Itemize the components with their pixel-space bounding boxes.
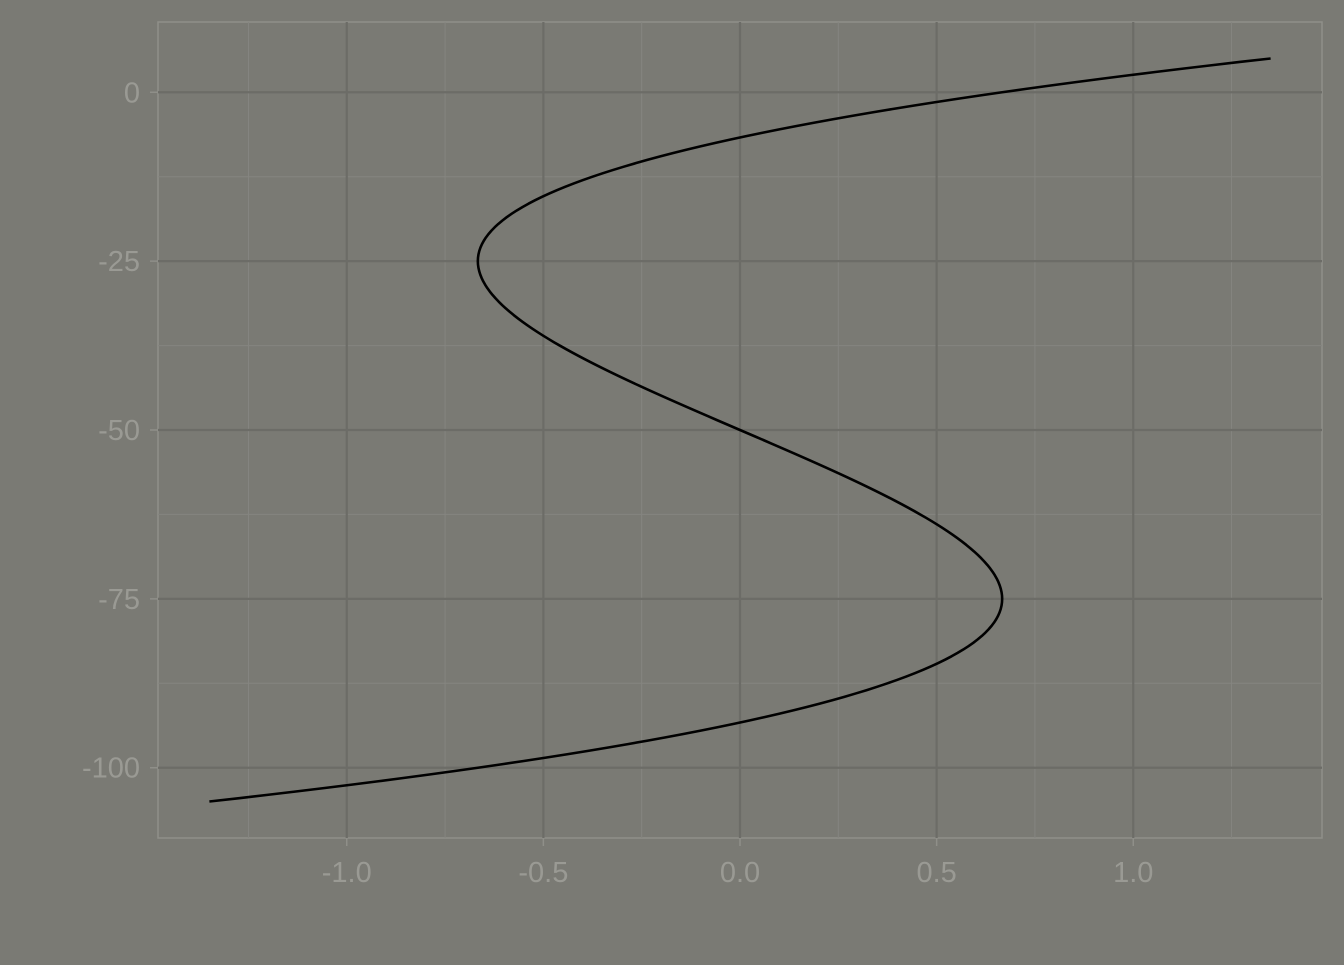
y-tick-label: -50: [98, 415, 140, 447]
y-tick-label: -25: [98, 246, 140, 278]
y-tick-label: -100: [82, 753, 140, 785]
x-tick-label: 0.0: [720, 857, 760, 889]
y-axis-ticks: 0 -25 -50 -75 -100: [82, 77, 158, 785]
series-line: [209, 57, 1271, 803]
x-axis-ticks: -1.0 -0.5 0.0 0.5 1.0: [322, 838, 1153, 889]
x-tick-label: -0.5: [518, 857, 568, 889]
series-layer: [209, 57, 1271, 803]
y-tick-label: 0: [124, 77, 140, 109]
x-tick-label: 0.5: [916, 857, 956, 889]
y-tick-label: -75: [98, 584, 140, 616]
x-tick-label: 1.0: [1113, 857, 1153, 889]
x-tick-label: -1.0: [322, 857, 372, 889]
